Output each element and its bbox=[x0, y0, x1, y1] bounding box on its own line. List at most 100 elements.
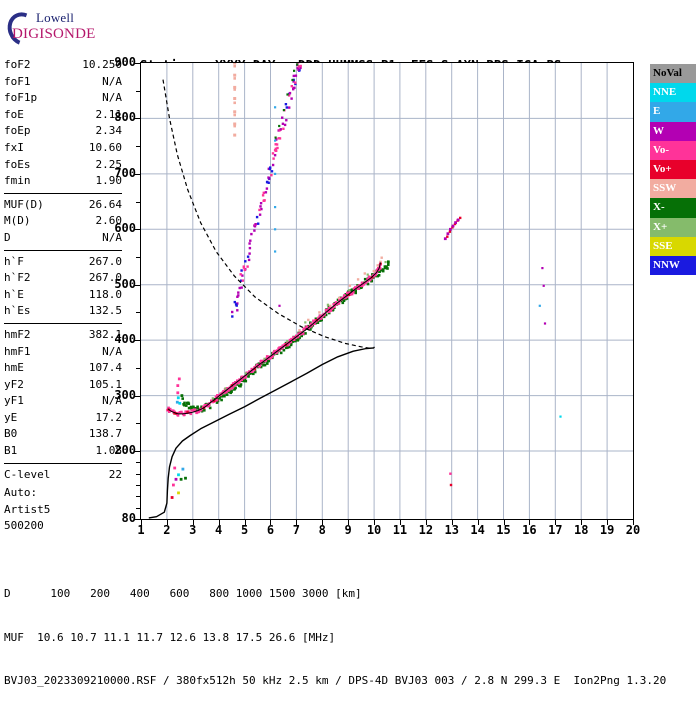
x-axis-tick-mark bbox=[503, 520, 505, 525]
parameter-key: hmF2 bbox=[4, 327, 31, 341]
parameter-value: 382.1 bbox=[88, 327, 122, 341]
x-axis-tick-mark bbox=[192, 520, 194, 525]
legend-item-x-[interactable]: X+ bbox=[650, 217, 696, 237]
ionogram-traces bbox=[148, 63, 562, 519]
x-axis-tick-mark bbox=[166, 520, 168, 525]
parameter-row: M(D) 2.60 bbox=[4, 213, 122, 230]
parameter-row: foF1 N/A bbox=[4, 74, 122, 91]
parameter-value: 105.1 bbox=[88, 377, 122, 391]
parameter-row: foEp 2.34 bbox=[4, 123, 122, 140]
parameter-key: foF2 bbox=[4, 58, 31, 71]
legend-item-w[interactable]: W bbox=[650, 121, 696, 141]
legend-item-vo-[interactable]: Vo+ bbox=[650, 159, 696, 180]
parameter-key: yF1 bbox=[4, 394, 24, 408]
x-axis-tick-label: 8 bbox=[318, 523, 326, 537]
parameter-value: 2.34 bbox=[95, 124, 123, 138]
x-axis-tick-label: 16 bbox=[522, 523, 537, 537]
y-axis-tick-mark bbox=[134, 173, 140, 175]
y-axis-minor-tick bbox=[136, 146, 140, 148]
auto-code: 500200 bbox=[4, 519, 44, 533]
y-axis-tick-label: 80 bbox=[121, 511, 136, 525]
parameter-key: M(D) bbox=[4, 214, 31, 228]
autoscaling-info: Auto: Artist5 500200 bbox=[4, 485, 50, 535]
parameter-divider bbox=[4, 322, 122, 324]
x-axis-tick-mark bbox=[141, 520, 142, 525]
parameter-value: N/A bbox=[102, 74, 122, 88]
x-axis-tick-label: 14 bbox=[470, 523, 485, 537]
parameter-value: 10.250 bbox=[82, 58, 122, 71]
x-axis-tick-mark bbox=[374, 520, 376, 525]
y-axis-minor-tick bbox=[136, 485, 140, 486]
parameter-key: C-level bbox=[4, 467, 51, 481]
parameter-row: foEs 2.25 bbox=[4, 157, 122, 174]
y-axis-tick-mark bbox=[134, 118, 140, 120]
parameter-row: MUF(D) 26.64 bbox=[4, 197, 122, 214]
plot-gridlines bbox=[141, 63, 633, 519]
legend-item-noval[interactable]: NoVal bbox=[650, 64, 696, 84]
y-axis-tick-label: 200 bbox=[114, 443, 136, 457]
y-axis-minor-tick bbox=[136, 201, 140, 203]
parameter-value: 2.60 bbox=[95, 214, 123, 228]
y-axis-minor-tick bbox=[136, 423, 140, 425]
footer-file-row: BVJ03_2023309210000.RSF / 380fx512h 50 k… bbox=[4, 674, 667, 687]
x-axis-tick-mark bbox=[296, 520, 298, 525]
parameter-key: foF1p bbox=[4, 91, 38, 105]
parameter-key: foEs bbox=[4, 157, 31, 171]
parameter-row: yE 17.2 bbox=[4, 410, 122, 427]
y-axis-tick-label: 600 bbox=[114, 221, 136, 236]
x-axis-tick-mark bbox=[555, 520, 557, 525]
ionogram-plot[interactable] bbox=[140, 62, 634, 520]
parameter-value: N/A bbox=[102, 91, 122, 105]
parameter-value: 22 bbox=[108, 467, 122, 481]
parameter-divider bbox=[4, 249, 122, 251]
x-axis-tick-label: 2 bbox=[163, 523, 171, 537]
x-axis-tick-label: 5 bbox=[240, 523, 249, 537]
x-axis-tick-label: 6 bbox=[266, 523, 275, 537]
y-axis-minor-tick bbox=[136, 90, 140, 92]
x-axis-tick-mark bbox=[322, 520, 324, 525]
parameter-key: yE bbox=[4, 410, 18, 424]
x-axis-tick-label: 12 bbox=[418, 523, 434, 537]
legend-item-vo-[interactable]: Vo- bbox=[650, 140, 696, 160]
y-axis-minor-tick bbox=[136, 473, 140, 475]
logo-brand-bottom: DIGISONDE bbox=[12, 26, 96, 42]
auto-label: Auto: bbox=[4, 486, 38, 499]
lowell-digisonde-logo: Lowell DIGISONDE bbox=[2, 7, 128, 51]
parameter-row: hmE 107.4 bbox=[4, 360, 122, 377]
parameter-key: hmF1 bbox=[4, 344, 31, 358]
parameter-row: h`F2 267.0 bbox=[4, 270, 122, 287]
x-axis-tick-mark bbox=[270, 520, 272, 525]
legend-item-e[interactable]: E bbox=[650, 102, 696, 122]
x-axis-tick-mark bbox=[529, 520, 531, 525]
legend-item-ssw[interactable]: SSW bbox=[650, 179, 696, 199]
parameter-value: N/A bbox=[102, 394, 122, 408]
footer-distance-row: D 100 200 400 600 800 1000 1500 3000 [km… bbox=[4, 587, 362, 600]
parameter-row: foF1p N/A bbox=[4, 90, 122, 107]
parameter-key: h`F2 bbox=[4, 271, 31, 285]
parameter-row: h`Es 132.5 bbox=[4, 303, 122, 320]
legend-item-nne[interactable]: NNE bbox=[650, 83, 696, 103]
legend-item-sse[interactable]: SSE bbox=[650, 236, 696, 256]
polarization-legend[interactable]: NoVal NNE E W Vo- Vo+ SSW X- X+ SSE NNW bbox=[650, 64, 696, 276]
parameter-divider bbox=[4, 462, 122, 464]
legend-item-x-[interactable]: X- bbox=[650, 198, 696, 218]
parameter-row: fmin 1.90 bbox=[4, 173, 122, 190]
parameter-row: yF1 N/A bbox=[4, 393, 122, 410]
parameter-key: foE bbox=[4, 107, 24, 121]
parameter-row: D N/A bbox=[4, 230, 122, 247]
y-axis-minor-tick bbox=[136, 312, 140, 314]
x-axis-tick-label: 7 bbox=[292, 523, 300, 537]
x-axis-tick-mark bbox=[477, 520, 479, 525]
parameter-row: B1 1.08 bbox=[4, 443, 122, 460]
parameter-value: 1.08 bbox=[95, 444, 123, 458]
parameter-row: hmF1 N/A bbox=[4, 344, 122, 361]
ionospheric-parameters-panel: foF2 10.250 foF1 N/A foF1p N/A foE 2.11 foEp 2.34… bbox=[4, 57, 122, 483]
y-axis-tick-mark bbox=[134, 519, 140, 520]
legend-item-nnw[interactable]: NNW bbox=[650, 255, 696, 276]
parameter-key: MUF(D) bbox=[4, 197, 44, 211]
parameter-key: fmin bbox=[4, 174, 31, 188]
x-axis-tick-label: 4 bbox=[215, 523, 223, 537]
parameter-value: 267.0 bbox=[88, 254, 122, 268]
parameter-key: foEp bbox=[4, 124, 31, 138]
x-axis-tick-mark bbox=[581, 520, 583, 525]
